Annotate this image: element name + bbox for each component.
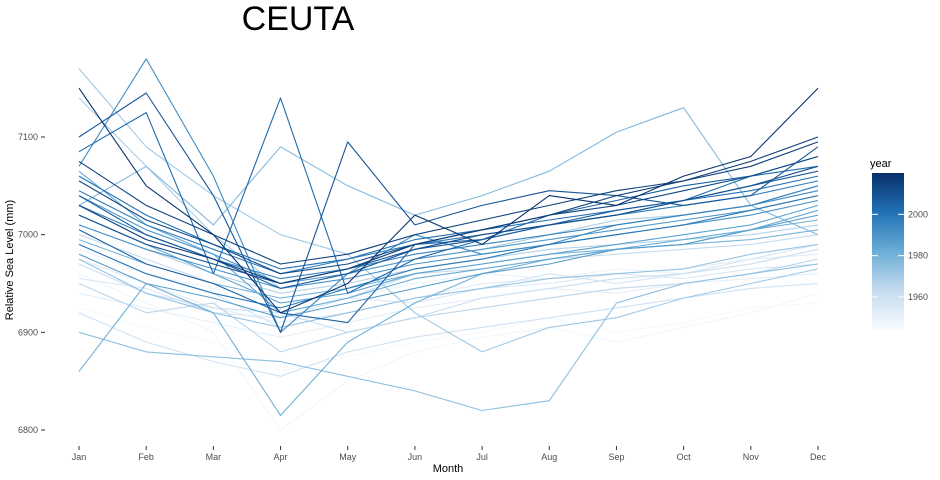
x-tick-label: Jun xyxy=(408,452,423,462)
legend-tick-label: 2000 xyxy=(908,209,928,219)
legend-colorbar xyxy=(872,173,904,330)
series-line-1969 xyxy=(78,97,819,289)
legend-title: year xyxy=(870,158,892,170)
y-axis-title: Relative Sea Level (mm) xyxy=(4,200,16,320)
series-line-2011 xyxy=(78,165,819,285)
series-line-1989 xyxy=(78,195,819,285)
legend-ticks: 1960 1980 2000 xyxy=(872,209,928,302)
series-line-2001 xyxy=(78,175,819,270)
series-line-1961 xyxy=(78,248,819,333)
x-tick-label: Mar xyxy=(206,452,222,462)
y-axis: 6800 6900 7000 7100 xyxy=(18,132,45,435)
chart-title: CEUTA xyxy=(242,0,355,38)
series-line-1987 xyxy=(78,214,819,319)
series-line-1977 xyxy=(78,107,819,236)
year-legend: year 1960 1980 2000 xyxy=(870,158,928,330)
legend-tick-label: 1960 xyxy=(908,292,928,302)
series-line-1985 xyxy=(78,204,819,304)
series-line-1959 xyxy=(78,282,819,377)
y-tick-label: 7000 xyxy=(18,230,38,240)
x-tick-label: Aug xyxy=(541,452,557,462)
legend-tick-label: 1980 xyxy=(908,251,928,261)
series-line-1973 xyxy=(78,243,819,328)
x-tick-label: Oct xyxy=(677,452,692,462)
y-tick-label: 6900 xyxy=(18,327,38,337)
x-tick-label: Jul xyxy=(476,452,488,462)
x-tick-label: Nov xyxy=(743,452,760,462)
series-line-2009 xyxy=(78,92,819,333)
series-line-1945 xyxy=(78,302,819,372)
y-tick-label: 6800 xyxy=(18,425,38,435)
series-line-2017 xyxy=(78,136,819,285)
series-line-1955 xyxy=(78,263,819,319)
series-line-1991 xyxy=(78,199,819,289)
series-line-1947 xyxy=(78,273,819,431)
x-tick-label: May xyxy=(339,452,357,462)
x-tick-label: Sep xyxy=(608,452,624,462)
series-line-2019 xyxy=(78,87,819,314)
series-line-1999 xyxy=(78,195,819,309)
x-axis: Jan Feb Mar Apr May Jun Jul Aug Sep Oct Nov Dec xyxy=(72,446,827,462)
series-line-1963 xyxy=(78,234,819,314)
series-line-1971 xyxy=(78,68,819,353)
y-tick-label: 7100 xyxy=(18,132,38,142)
series-line-1975 xyxy=(78,263,819,412)
x-tick-label: Jan xyxy=(72,452,87,462)
x-tick-label: Feb xyxy=(138,452,154,462)
series-line-2015 xyxy=(78,141,819,265)
x-tick-label: Apr xyxy=(274,452,288,462)
series-lines xyxy=(78,58,819,431)
x-tick-label: Dec xyxy=(810,452,827,462)
series-line-1951 xyxy=(78,273,819,338)
series-line-1983 xyxy=(78,170,819,314)
x-axis-title: Month xyxy=(433,463,464,475)
series-line-1953 xyxy=(78,253,819,324)
series-line-2003 xyxy=(78,97,819,294)
